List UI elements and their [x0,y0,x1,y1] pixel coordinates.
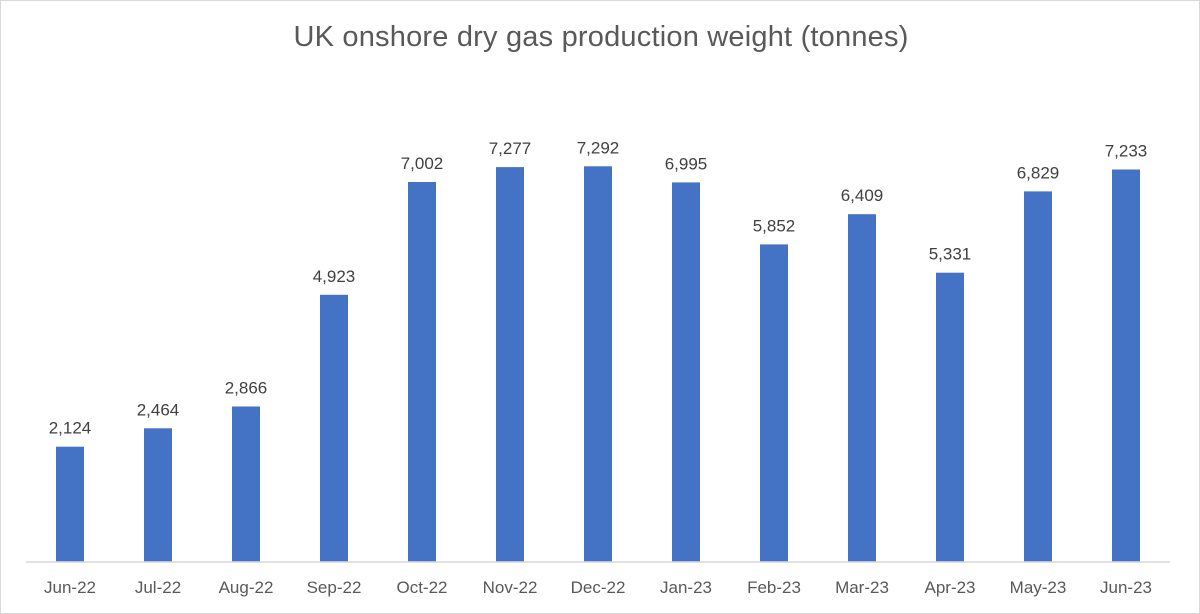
data-label-jul-22: 2,464 [137,400,180,419]
data-label-nov-22: 7,277 [489,139,532,158]
bar-sep-22 [320,294,348,562]
x-tick-label-jul-22: Jul-22 [135,578,181,597]
data-label-may-23: 6,829 [1017,163,1060,182]
bar-nov-22 [496,167,524,562]
x-tick-label-jun-23: Jun-23 [1100,578,1152,597]
bar-jul-22 [144,428,172,562]
data-label-jun-22: 2,124 [49,419,92,438]
chart-title: UK onshore dry gas production weight (to… [293,21,909,53]
bar-oct-22 [408,182,436,562]
x-tick-label-aug-22: Aug-22 [219,578,274,597]
bar-apr-23 [936,272,964,562]
data-label-sep-22: 4,923 [313,267,356,286]
x-tick-labels-layer: Jun-22 Jul-22 Aug-22 Sep-22 Oct-22 Nov-22 Dec-… [44,578,1152,597]
x-tick-label-jun-22: Jun-22 [44,578,96,597]
bar-feb-23 [760,244,788,562]
bar-jun-23 [1112,169,1140,562]
data-labels-layer: 2,124 2,464 2,866 4,923 7,002 7,277 7,292 6,995… [49,138,1148,437]
bars-layer [56,166,1140,563]
bar-dec-22 [584,166,612,563]
x-tick-label-oct-22: Oct-22 [396,578,447,597]
bar-mar-23 [848,214,876,562]
x-tick-label-may-23: May-23 [1010,578,1067,597]
data-label-mar-23: 6,409 [841,186,884,205]
data-label-dec-22: 7,292 [577,138,620,157]
x-tick-label-jan-23: Jan-23 [660,578,712,597]
data-label-jan-23: 6,995 [665,154,708,173]
x-tick-label-mar-23: Mar-23 [835,578,889,597]
data-label-oct-22: 7,002 [401,154,444,173]
data-label-jun-23: 7,233 [1105,142,1148,161]
x-tick-label-nov-22: Nov-22 [483,578,538,597]
x-tick-label-feb-23: Feb-23 [747,578,801,597]
bar-jun-22 [56,446,84,562]
bar-aug-22 [232,406,260,562]
data-label-apr-23: 5,331 [929,245,972,264]
x-tick-label-dec-22: Dec-22 [571,578,626,597]
x-tick-label-sep-22: Sep-22 [307,578,362,597]
data-label-feb-23: 5,852 [753,216,796,235]
x-tick-label-apr-23: Apr-23 [924,578,975,597]
bar-jan-23 [672,182,700,562]
data-label-aug-22: 2,866 [225,379,268,398]
bar-may-23 [1024,191,1052,562]
